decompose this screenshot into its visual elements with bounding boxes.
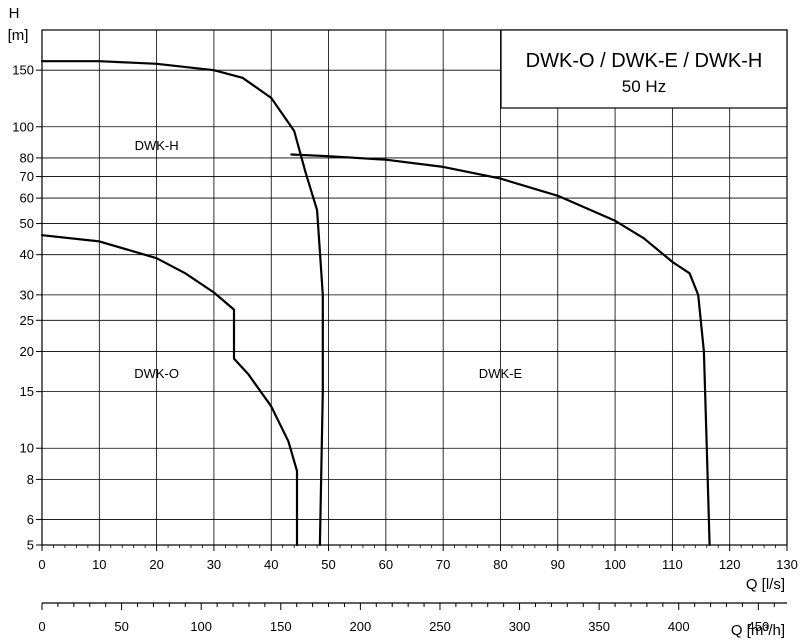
title-box: DWK-O / DWK-E / DWK-H 50 Hz (500, 29, 788, 109)
x-secondary-tick-label: 100 (190, 619, 212, 634)
x-tick-label: 130 (776, 557, 798, 572)
series-line-dwk-h (40, 60, 324, 547)
x-secondary-tick-label: 300 (509, 619, 531, 634)
x-tick-label: 30 (207, 557, 221, 572)
y-tick-label: 5 (27, 538, 34, 553)
x-tick-label: 40 (264, 557, 278, 572)
x-tick-label: 110 (662, 557, 683, 572)
x-secondary-tick-label: 50 (114, 619, 128, 634)
y-tick-label: 30 (20, 287, 34, 302)
y-tick-label: 80 (20, 150, 34, 165)
x-secondary-tick-label: 0 (38, 619, 45, 634)
y-axis-unit: [m] (8, 27, 29, 44)
y-tick-label: 8 (27, 472, 34, 487)
plot-frame (41, 29, 788, 546)
curve-layer (40, 60, 711, 547)
x-secondary-tick-label: 350 (588, 619, 610, 634)
chart-title: DWK-O / DWK-E / DWK-H (526, 50, 763, 72)
series-label-dwk-e: DWK-E (479, 366, 523, 381)
x-secondary-tick-label: 200 (350, 619, 372, 634)
y-tick-label: 20 (20, 344, 34, 359)
x-tick-label: 10 (92, 557, 106, 572)
y-tick-label: 100 (12, 119, 34, 134)
y-tick-label: 50 (20, 216, 34, 231)
x-tick-label: 20 (149, 557, 163, 572)
y-tick-label: 15 (20, 384, 34, 399)
x-tick-label: 100 (604, 557, 626, 572)
x-tick-label: 0 (38, 557, 45, 572)
x-tick-label: 90 (551, 557, 565, 572)
x-tick-label: 50 (321, 557, 335, 572)
series-label-dwk-o: DWK-O (134, 366, 179, 381)
y-tick-label: 10 (20, 441, 34, 456)
chart-subtitle: 50 Hz (622, 77, 666, 96)
x-secondary-tick-label: 150 (270, 619, 292, 634)
y-axis-title: H (9, 5, 20, 22)
series-line-dwk-o (40, 234, 299, 547)
x-secondary-tick-label: 450 (747, 619, 769, 634)
x-tick-label: 60 (379, 557, 393, 572)
series-line-dwk-e (290, 153, 711, 547)
y-tick-label: 6 (27, 512, 34, 527)
x-secondary-tick-label: 400 (668, 619, 690, 634)
x-secondary-tick-label: 250 (429, 619, 451, 634)
y-tick-label: 25 (20, 313, 34, 328)
y-tick-label: 150 (12, 63, 34, 78)
y-tick-label: 70 (20, 169, 34, 184)
axis-layer: 0 10 20 30 40 50 60 70 80 90 100 110 120 130 5 6 8 10 15 20… (12, 29, 798, 634)
title-box-frame (500, 29, 788, 109)
y-tick-label: 40 (20, 247, 34, 262)
x-axis-secondary-title: Q [m³/h] (731, 622, 785, 639)
x-tick-label: 120 (719, 557, 741, 572)
x-tick-label: 80 (493, 557, 507, 572)
series-label-dwk-h: DWK-H (135, 138, 179, 153)
y-tick-label: 60 (20, 191, 34, 206)
x-axis-title: Q [l/s] (746, 576, 785, 593)
x-tick-label: 70 (436, 557, 450, 572)
